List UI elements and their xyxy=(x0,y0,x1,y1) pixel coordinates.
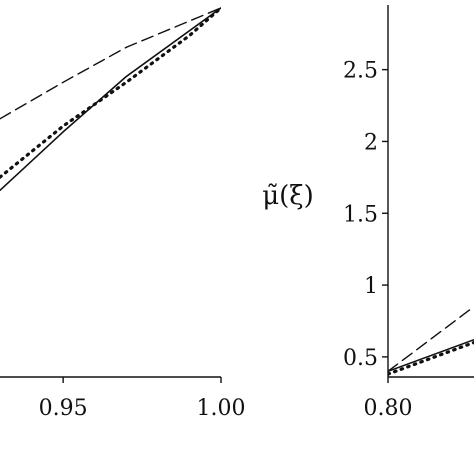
right-panel: 0.80 0.5 1 1.5 2 2.5 μ̃(ξ) xyxy=(262,5,474,421)
y-tick-label: 0.5 xyxy=(343,346,378,371)
series-group xyxy=(388,305,474,376)
series-group xyxy=(0,6,221,192)
series-dotted-line xyxy=(388,340,474,376)
y-tick-label: 2 xyxy=(364,130,378,155)
left-panel: 0.95 1.00 xyxy=(0,6,246,421)
x-tick-label: 1.00 xyxy=(197,396,246,421)
y-axis-label: μ̃(ξ) xyxy=(262,181,314,211)
series-dashed-line xyxy=(0,7,221,120)
x-tick-label: 0.80 xyxy=(364,396,413,421)
y-tick-label: 1 xyxy=(364,274,378,299)
y-tick-label: 2.5 xyxy=(343,59,378,84)
series-dashed-line xyxy=(388,305,474,372)
y-tick-label: 1.5 xyxy=(343,202,378,227)
series-solid-line xyxy=(388,338,474,373)
x-tick-label: 0.95 xyxy=(39,396,88,421)
series-dotted-line xyxy=(0,6,221,179)
